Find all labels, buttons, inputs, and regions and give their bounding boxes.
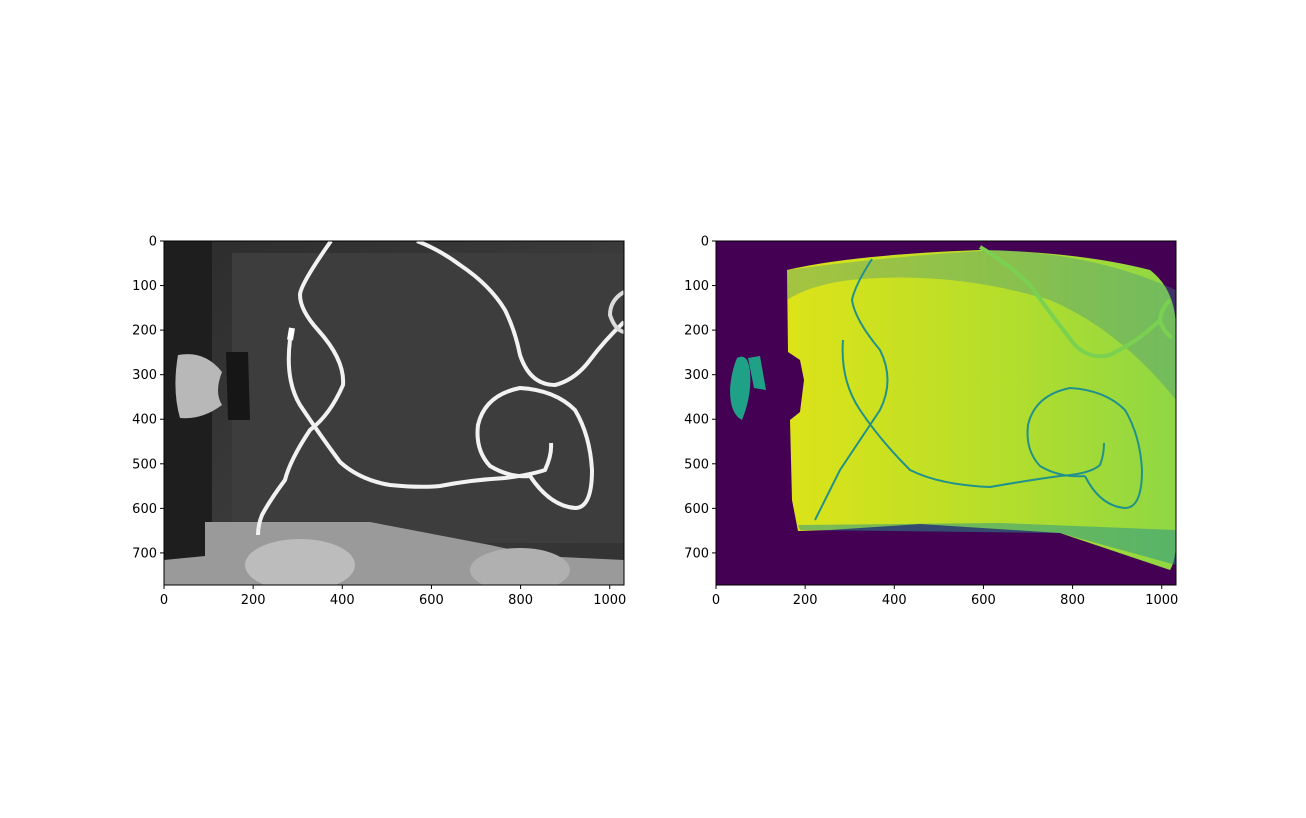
left-x-tick-label: 600 [419, 593, 444, 608]
left-y-tick-label: 700 [132, 546, 157, 561]
left-x-axis: 0 200 400 600 800 1000 [160, 585, 626, 608]
left-x-tick-label: 800 [508, 593, 533, 608]
left-y-tick-label: 500 [132, 457, 157, 472]
right-image [716, 241, 1176, 585]
left-x-tick-label: 400 [330, 593, 355, 608]
right-x-tick-label: 0 [712, 593, 720, 608]
right-y-tick-label: 200 [684, 324, 709, 339]
right-x-axis: 0 200 400 600 800 1000 [712, 585, 1178, 608]
left-y-tick-label: 0 [149, 235, 157, 250]
right-y-axis: 0 100 200 300 400 500 600 700 [684, 235, 716, 561]
left-x-tick-label: 0 [160, 593, 168, 608]
right-image-panel: 0 200 400 600 800 1000 0 100 200 300 400 500 600 700 [684, 235, 1178, 609]
left-y-tick-label: 200 [132, 324, 157, 339]
right-x-tick-label: 600 [971, 593, 996, 608]
right-y-tick-label: 100 [684, 279, 709, 294]
left-y-axis: 0 100 200 300 400 500 600 700 [132, 235, 164, 561]
right-axes-frame [715, 240, 1177, 586]
left-x-tick-label: 200 [241, 593, 266, 608]
left-axes-frame [163, 240, 625, 586]
left-y-tick-label: 100 [132, 279, 157, 294]
right-x-tick-label: 200 [793, 593, 818, 608]
right-x-tick-label: 800 [1060, 593, 1085, 608]
left-y-tick-label: 600 [132, 502, 157, 517]
right-x-tick-label: 400 [882, 593, 907, 608]
right-y-tick-label: 600 [684, 502, 709, 517]
left-image [164, 241, 624, 585]
right-y-tick-label: 700 [684, 546, 709, 561]
right-y-tick-label: 0 [701, 235, 709, 250]
left-x-tick-label: 1000 [593, 593, 626, 608]
right-x-tick-label: 1000 [1145, 593, 1178, 608]
left-y-tick-label: 400 [132, 413, 157, 428]
left-image-panel: 0 200 400 600 800 1000 0 100 200 300 400 500 600 700 [132, 235, 626, 609]
right-y-tick-label: 300 [684, 368, 709, 383]
left-y-tick-label: 300 [132, 368, 157, 383]
right-y-tick-label: 400 [684, 413, 709, 428]
right-y-tick-label: 500 [684, 457, 709, 472]
